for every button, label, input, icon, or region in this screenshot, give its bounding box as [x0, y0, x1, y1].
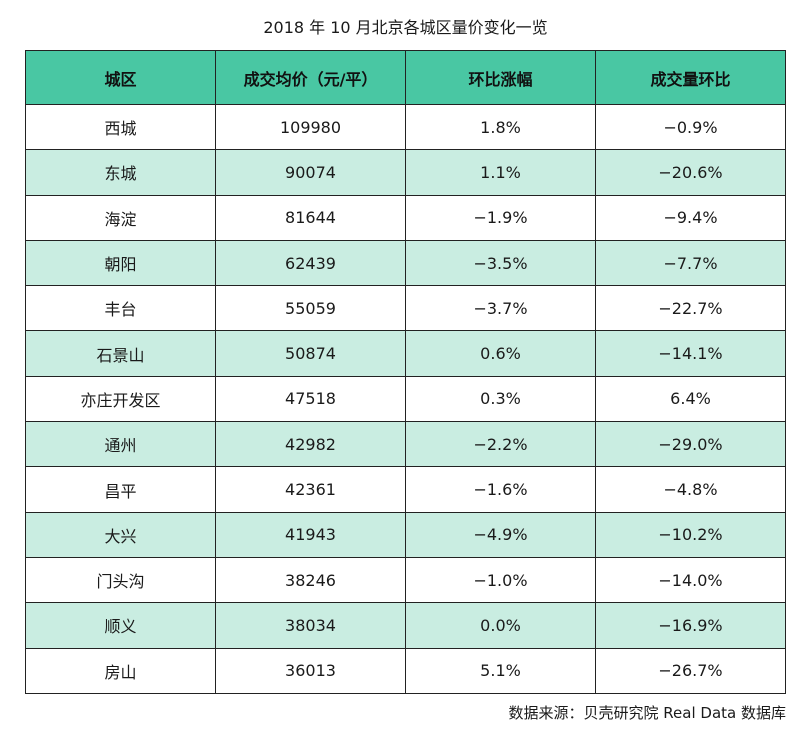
- cell-avg-price: 47518: [215, 375, 406, 423]
- cell-volume-mom: −26.7%: [595, 647, 786, 695]
- cell-district: 丰台: [25, 285, 216, 332]
- cell-volume-mom: −9.4%: [595, 194, 786, 241]
- cell-district: 朝阳: [25, 239, 216, 287]
- cell-district: 西城: [25, 103, 216, 151]
- cell-avg-price: 109980: [215, 103, 406, 151]
- cell-district: 门头沟: [25, 556, 216, 604]
- cell-avg-price: 42982: [215, 421, 406, 468]
- cell-avg-price: 38246: [215, 556, 406, 604]
- cell-district: 房山: [25, 647, 216, 695]
- cell-district: 石景山: [25, 330, 216, 377]
- cell-district: 东城: [25, 149, 216, 196]
- cell-price-mom: −3.7%: [405, 285, 596, 332]
- cell-district: 通州: [25, 421, 216, 468]
- cell-volume-mom: −16.9%: [595, 602, 786, 649]
- table-row: 亦庄开发区 47518 0.3% 6.4%: [25, 375, 786, 423]
- cell-price-mom: −1.6%: [405, 466, 596, 513]
- cell-price-mom: −3.5%: [405, 239, 596, 287]
- column-header-price-mom: 环比涨幅: [405, 50, 596, 105]
- table-row: 海淀 81644 −1.9% −9.4%: [25, 194, 786, 241]
- cell-avg-price: 50874: [215, 330, 406, 377]
- cell-price-mom: 0.3%: [405, 375, 596, 423]
- cell-price-mom: −4.9%: [405, 511, 596, 558]
- cell-price-mom: 1.8%: [405, 103, 596, 151]
- table-row: 房山 36013 5.1% −26.7%: [25, 647, 786, 695]
- cell-district: 海淀: [25, 194, 216, 241]
- table-row: 朝阳 62439 −3.5% −7.7%: [25, 239, 786, 287]
- cell-price-mom: 0.6%: [405, 330, 596, 377]
- table-body: 西城 109980 1.8% −0.9% 东城 90074 1.1% −20.6% 海淀 8164…: [25, 103, 786, 695]
- cell-avg-price: 90074: [215, 149, 406, 196]
- cell-avg-price: 41943: [215, 511, 406, 558]
- table-row: 西城 109980 1.8% −0.9%: [25, 103, 786, 151]
- cell-avg-price: 42361: [215, 466, 406, 513]
- cell-volume-mom: −20.6%: [595, 149, 786, 196]
- cell-district: 昌平: [25, 466, 216, 513]
- cell-volume-mom: −4.8%: [595, 466, 786, 513]
- cell-avg-price: 55059: [215, 285, 406, 332]
- cell-price-mom: −1.0%: [405, 556, 596, 604]
- cell-price-mom: 5.1%: [405, 647, 596, 695]
- cell-volume-mom: 6.4%: [595, 375, 786, 423]
- price-volume-table: 城区 成交均价（元/平） 环比涨幅 成交量环比 西城 109980 1.8% −0.9…: [25, 50, 786, 695]
- table-row: 门头沟 38246 −1.0% −14.0%: [25, 556, 786, 604]
- cell-volume-mom: −14.0%: [595, 556, 786, 604]
- column-header-avg-price: 成交均价（元/平）: [215, 50, 406, 105]
- column-header-volume-mom: 成交量环比: [595, 50, 786, 105]
- table-row: 昌平 42361 −1.6% −4.8%: [25, 466, 786, 513]
- cell-price-mom: −2.2%: [405, 421, 596, 468]
- cell-district: 大兴: [25, 511, 216, 558]
- table-row: 东城 90074 1.1% −20.6%: [25, 149, 786, 196]
- table-row: 大兴 41943 −4.9% −10.2%: [25, 511, 786, 558]
- cell-avg-price: 81644: [215, 194, 406, 241]
- table-row: 通州 42982 −2.2% −29.0%: [25, 421, 786, 468]
- cell-price-mom: 0.0%: [405, 602, 596, 649]
- cell-avg-price: 38034: [215, 602, 406, 649]
- cell-volume-mom: −29.0%: [595, 421, 786, 468]
- cell-volume-mom: −22.7%: [595, 285, 786, 332]
- cell-volume-mom: −0.9%: [595, 103, 786, 151]
- table-row: 顺义 38034 0.0% −16.9%: [25, 602, 786, 649]
- cell-volume-mom: −7.7%: [595, 239, 786, 287]
- cell-volume-mom: −14.1%: [595, 330, 786, 377]
- cell-district: 亦庄开发区: [25, 375, 216, 423]
- cell-avg-price: 36013: [215, 647, 406, 695]
- table-header-row: 城区 成交均价（元/平） 环比涨幅 成交量环比: [25, 50, 786, 105]
- cell-avg-price: 62439: [215, 239, 406, 287]
- cell-district: 顺义: [25, 602, 216, 649]
- cell-volume-mom: −10.2%: [595, 511, 786, 558]
- cell-price-mom: −1.9%: [405, 194, 596, 241]
- table-title: 2018 年 10 月北京各城区量价变化一览: [263, 18, 548, 37]
- column-header-district: 城区: [25, 50, 216, 105]
- table-row: 丰台 55059 −3.7% −22.7%: [25, 285, 786, 332]
- cell-price-mom: 1.1%: [405, 149, 596, 196]
- data-source-note: 数据来源：贝壳研究院 Real Data 数据库: [508, 704, 786, 722]
- table-row: 石景山 50874 0.6% −14.1%: [25, 330, 786, 377]
